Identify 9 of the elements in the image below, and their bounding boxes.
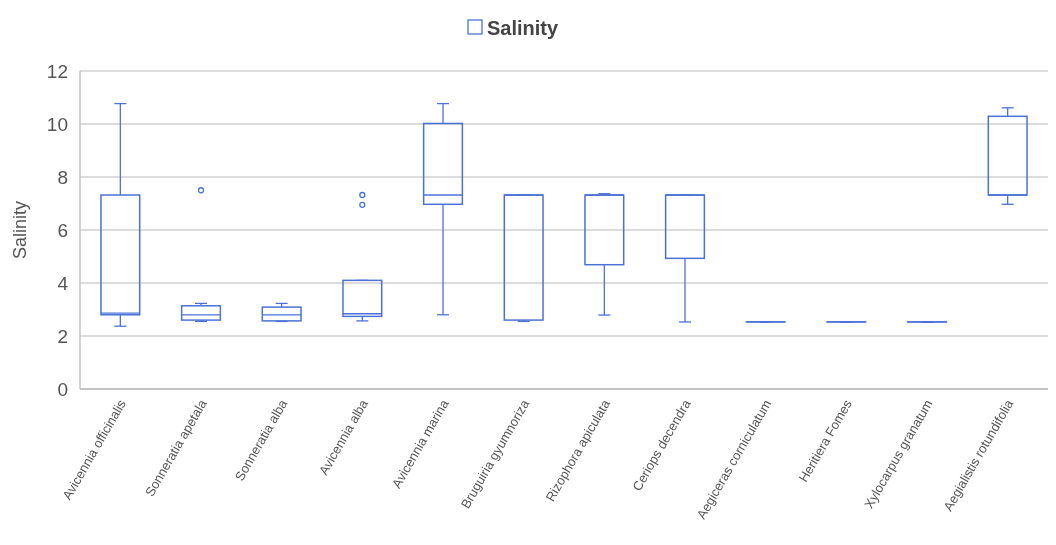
y-tick-label: 0 xyxy=(57,378,68,400)
y-tick-label: 2 xyxy=(57,325,68,347)
legend-label: Salinity xyxy=(487,17,560,39)
y-tick-label: 4 xyxy=(57,272,69,294)
y-tick-label: 10 xyxy=(46,113,68,135)
y-tick-label: 6 xyxy=(57,219,68,241)
y-tick-label: 12 xyxy=(46,60,68,82)
y-axis-title: Salinity xyxy=(10,200,30,260)
y-tick-label: 8 xyxy=(57,166,68,188)
